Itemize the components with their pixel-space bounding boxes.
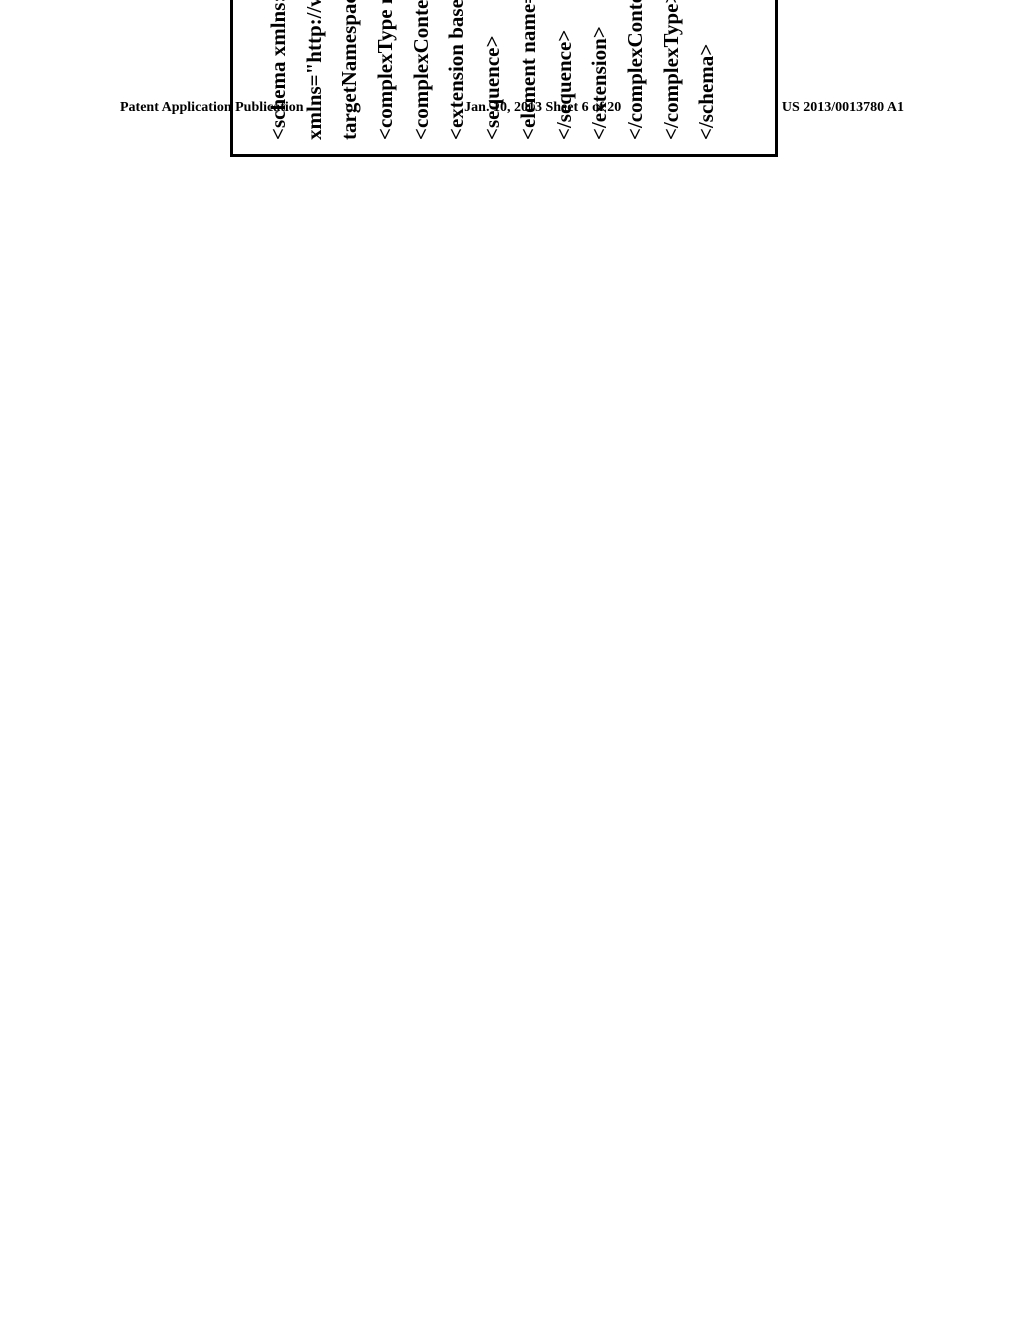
code-line: xmlns="http://www.w3.org/2001/XMLSchema"…	[297, 0, 333, 140]
code-line: </schema>	[689, 0, 725, 140]
code-line: </sequence>	[547, 0, 583, 140]
figure-container: FIG. 6 <schema xmlns:tva="urn:tva:metada…	[130, 0, 778, 230]
code-box: <schema xmlns:tva="urn:tva:metadata:2006…	[230, 0, 778, 157]
header-right: US 2013/0013780 A1	[782, 100, 904, 116]
code-line: <schema xmlns:tva="urn:tva:metadata:2006…	[261, 0, 297, 140]
code-line: </complexContent>	[618, 0, 654, 140]
code-line: <complexType name="InstanceDescriptionTy…	[368, 0, 404, 140]
code-line: <complexContent>	[404, 0, 440, 140]
code-line: <element name="SDP" type="string" minOcc…	[511, 0, 547, 140]
code-line: </extension>	[582, 0, 618, 140]
figure-title: FIG. 6	[156, 0, 194, 230]
code-line: <extension base="tva:InstanceDescription…	[439, 0, 475, 140]
code-line: targetNamespace="urn:IPTV" .. >65	[332, 0, 368, 140]
code-line: </complexType>	[654, 0, 690, 140]
code-line: <sequence>	[475, 0, 511, 140]
